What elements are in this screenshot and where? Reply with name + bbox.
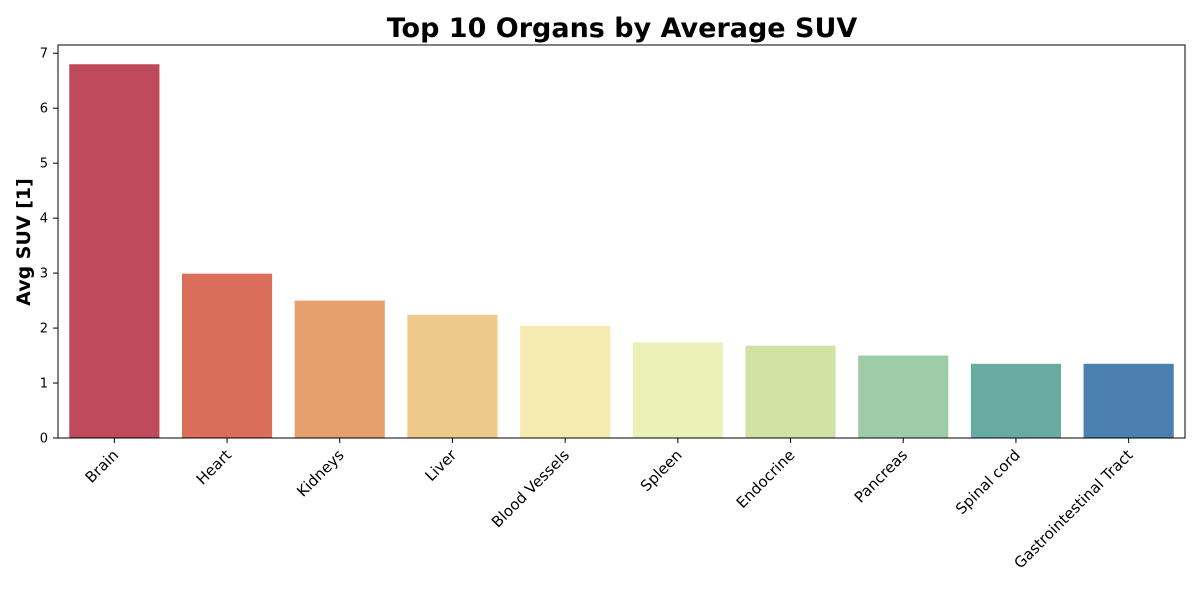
x-tick-label: Kidneys — [293, 446, 348, 501]
bar-spinal-cord — [970, 363, 1062, 438]
x-tick-label: Brain — [82, 446, 123, 487]
y-tick-label: 5 — [40, 157, 48, 172]
x-tick-label: Endocrine — [733, 446, 799, 512]
bar-kidneys — [294, 300, 385, 438]
bar-liver — [407, 314, 498, 438]
axes-frame — [57, 44, 1186, 439]
x-tick-label: Gastrointestinal Tract — [1010, 446, 1136, 572]
x-tick-label: Spleen — [637, 446, 686, 495]
y-tick-label: 4 — [40, 212, 48, 227]
plot-area: 0 1 2 3 4 5 6 7 Brain Heart Kidneys Liver Blood Vess… — [40, 47, 1174, 572]
x-tick-label: Spinal cord — [952, 446, 1024, 518]
y-axis-label: Avg SUV [1] — [13, 178, 35, 306]
y-tick-label: 6 — [40, 102, 48, 117]
y-tick-label: 3 — [40, 267, 48, 282]
bar-gastrointestinal-tract — [1083, 363, 1174, 438]
x-tick-label: Heart — [193, 446, 235, 488]
x-tick-label: Blood Vessels — [488, 446, 573, 531]
x-tick-label: Liver — [421, 446, 460, 485]
bar-pancreas — [858, 355, 949, 438]
bar-heart — [181, 273, 273, 438]
x-tick-label: Pancreas — [851, 446, 912, 507]
bar-endocrine — [745, 345, 836, 438]
chart-title: Top 10 Organs by Average SUV — [387, 13, 858, 44]
y-tick-label: 7 — [40, 47, 48, 62]
bar-brain — [69, 64, 160, 439]
bar-spleen — [632, 342, 723, 438]
y-tick-label: 0 — [40, 432, 48, 447]
y-tick-label: 1 — [40, 377, 48, 392]
bar-blood-vessels — [520, 325, 611, 438]
y-tick-label: 2 — [40, 322, 48, 337]
